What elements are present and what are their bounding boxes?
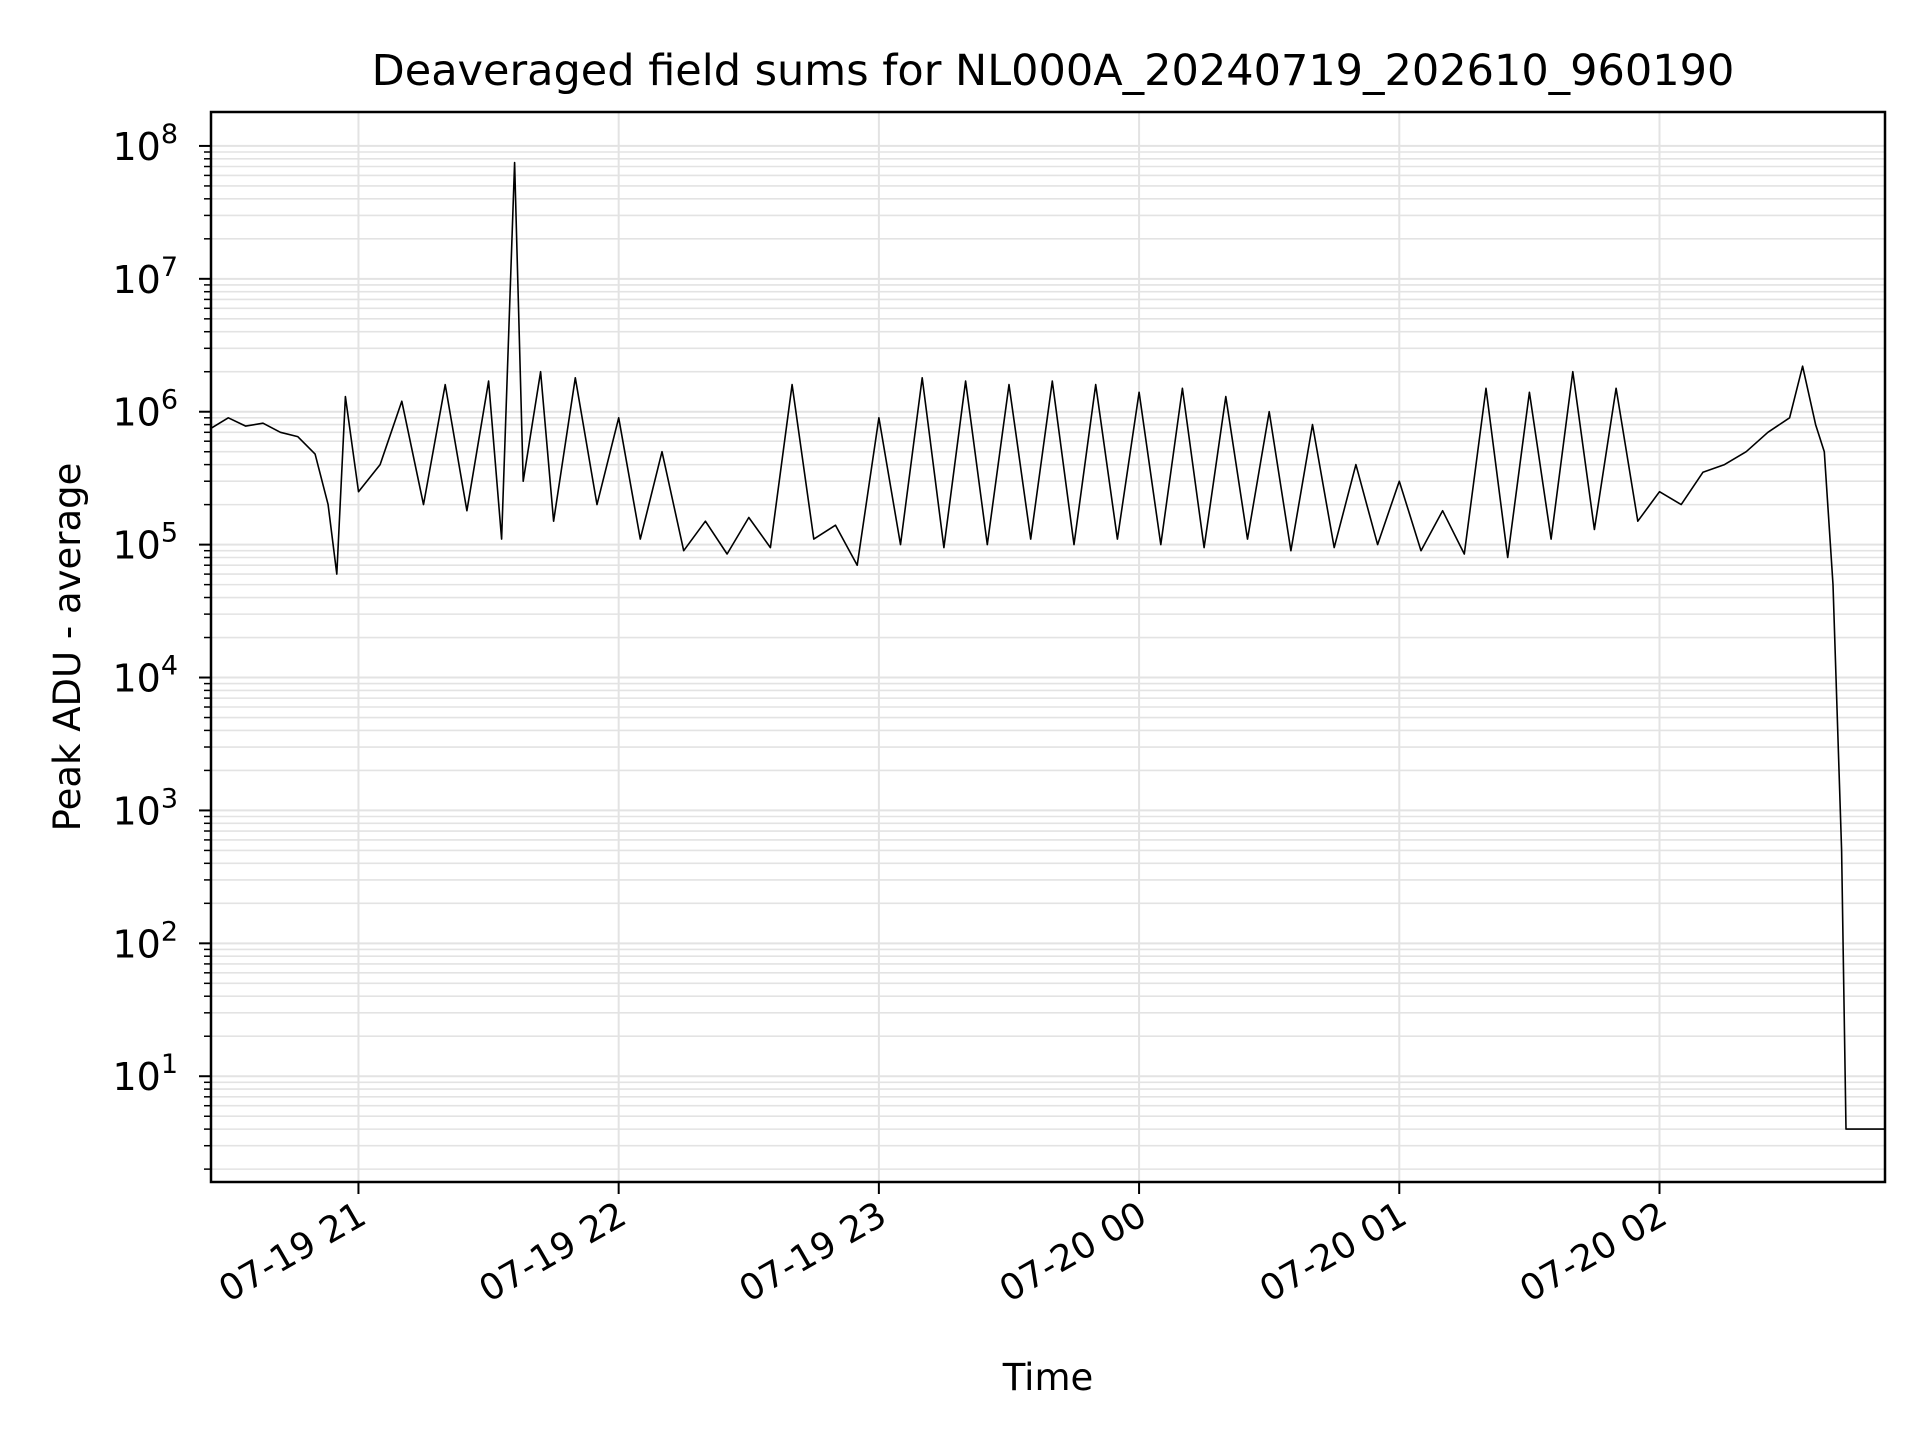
- data-series: [210, 161, 1885, 1130]
- y-tick-label: 101: [112, 1049, 178, 1099]
- y-tick-label: 103: [112, 783, 178, 833]
- chart-title: Deaveraged field sums for NL000A_2024071…: [372, 46, 1735, 96]
- y-tick-label: 106: [112, 385, 178, 435]
- y-tick-label: 107: [112, 252, 178, 302]
- plot-frame: [209, 110, 1887, 1184]
- y-tick-label: 104: [112, 651, 178, 701]
- series-line: [210, 161, 1885, 1130]
- y-axis-label: Peak ADU - average: [46, 463, 89, 832]
- y-tick-label: 102: [112, 916, 178, 966]
- y-tick-label: 105: [112, 518, 178, 568]
- x-axis-label: Time: [1002, 1356, 1094, 1399]
- y-tick-label: 108: [112, 119, 178, 169]
- grid-lines: [211, 112, 1885, 1182]
